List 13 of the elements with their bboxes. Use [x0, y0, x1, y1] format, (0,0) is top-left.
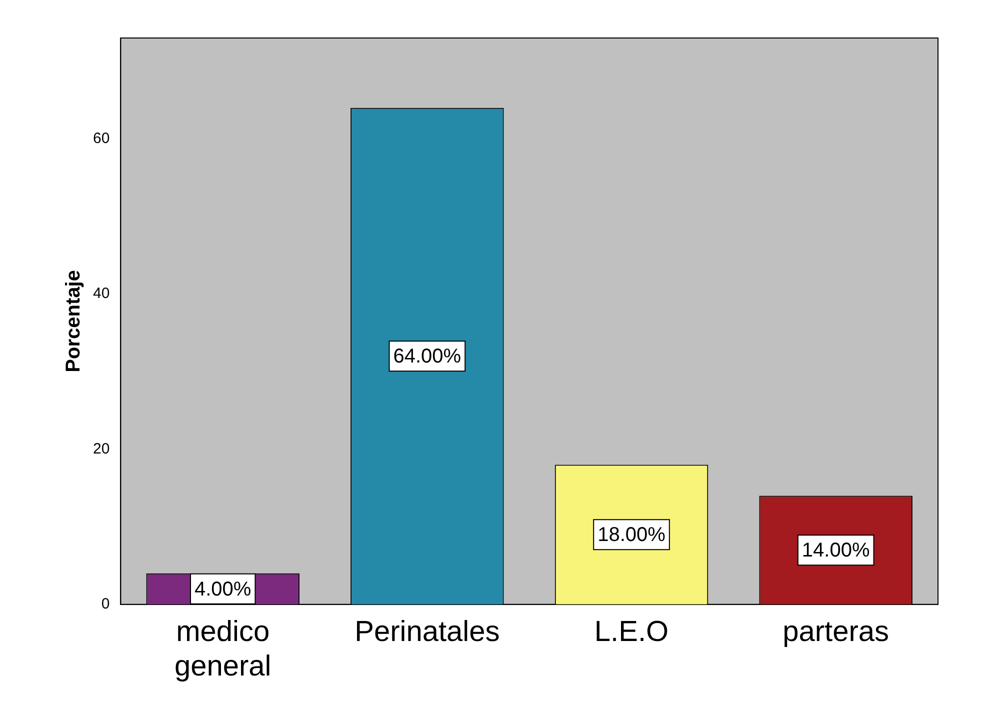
data-label: 18.00%: [598, 524, 666, 546]
x-tick-label: parteras: [782, 616, 890, 648]
x-tick-label: medico general: [174, 616, 272, 683]
y-tick-label: 60: [92, 130, 110, 148]
y-tick-label: 20: [92, 440, 110, 458]
y-axis-title: Porcentaje: [62, 270, 85, 372]
data-label: 14.00%: [802, 540, 870, 562]
y-tick-label: 40: [92, 285, 110, 302]
x-tick-label: L.E.O: [594, 616, 669, 648]
x-tick-label: Perinatales: [354, 616, 500, 648]
data-label: 64.00%: [393, 346, 462, 368]
y-tick-label: 0: [101, 596, 110, 613]
data-label: 4.00%: [194, 578, 252, 600]
